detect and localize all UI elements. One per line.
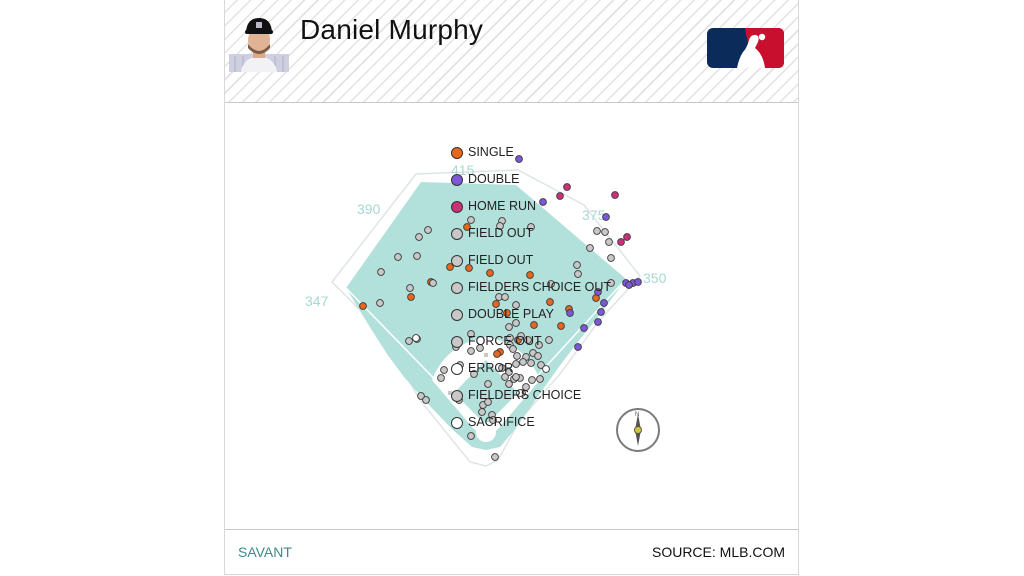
chart-card: Daniel Murphy SAVANT SOURCE: MLB.COM	[224, 0, 799, 575]
legend-item: DOUBLE	[451, 172, 611, 199]
legend-label: SACRIFICE	[468, 415, 535, 429]
legend-label: DOUBLE	[468, 172, 520, 186]
legend-swatch	[451, 390, 463, 402]
legend: SINGLE DOUBLE HOME RUN FIELD OUT FIELD OUT FI…	[451, 145, 611, 442]
footer: SAVANT SOURCE: MLB.COM	[225, 529, 798, 574]
legend-label: SINGLE	[468, 145, 514, 159]
legend-swatch	[451, 309, 463, 321]
legend-swatch	[451, 282, 463, 294]
legend-item: FIELD OUT	[451, 253, 611, 280]
legend-swatch	[451, 201, 463, 213]
legend-swatch	[451, 228, 463, 240]
legend-item: FORCE OUT	[451, 334, 611, 361]
player-headshot-icon	[229, 18, 289, 72]
legend-swatch	[451, 147, 463, 159]
legend-item: SINGLE	[451, 145, 611, 172]
source-label: SOURCE: MLB.COM	[651, 544, 785, 560]
legend-label: FIELDERS CHOICE	[468, 388, 582, 402]
legend-item: HOME RUN	[451, 199, 611, 226]
savant-link[interactable]: SAVANT	[238, 544, 292, 560]
legend-swatch	[451, 363, 463, 375]
legend-swatch	[451, 417, 463, 429]
legend-label: FORCE OUT	[468, 334, 542, 348]
legend-item: SACRIFICE	[451, 415, 611, 442]
legend-swatch	[451, 255, 463, 267]
legend-item: FIELD OUT	[451, 226, 611, 253]
legend-label: FIELD OUT	[468, 253, 534, 267]
player-name: Daniel Murphy	[300, 14, 484, 45]
legend-item: ERROR	[451, 361, 611, 388]
legend-label: HOME RUN	[468, 199, 537, 213]
legend-label: ERROR	[468, 361, 514, 375]
mlb-logo-icon	[707, 28, 784, 68]
legend-swatch	[451, 336, 463, 348]
legend-item: FIELDERS CHOICE OUT	[451, 280, 611, 307]
legend-item: DOUBLE PLAY	[451, 307, 611, 334]
legend-swatch	[451, 174, 463, 186]
legend-label: DOUBLE PLAY	[468, 307, 554, 321]
legend-item: FIELDERS CHOICE	[451, 388, 611, 415]
legend-label: FIELDERS CHOICE OUT	[468, 280, 612, 294]
legend-label: FIELD OUT	[468, 226, 534, 240]
player-header: Daniel Murphy	[225, 0, 798, 103]
